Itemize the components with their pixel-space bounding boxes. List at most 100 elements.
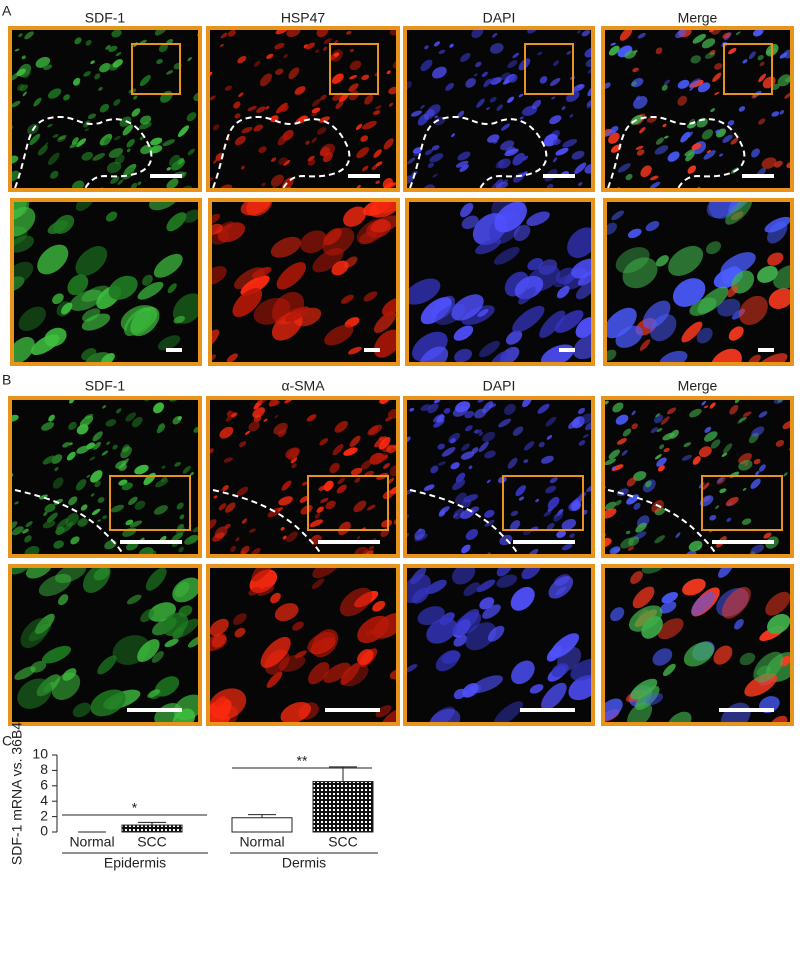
cell xyxy=(493,701,524,724)
cell xyxy=(486,107,491,110)
cell xyxy=(356,147,370,159)
cell xyxy=(214,526,228,539)
cell xyxy=(420,404,432,412)
cell xyxy=(434,115,439,118)
cell xyxy=(364,94,374,105)
cell xyxy=(160,476,168,483)
cell xyxy=(81,348,97,361)
cell xyxy=(339,587,373,617)
cell xyxy=(495,159,505,169)
cell xyxy=(582,434,589,439)
cell xyxy=(258,146,267,154)
cell xyxy=(461,215,479,230)
cell xyxy=(83,566,111,593)
cell xyxy=(54,467,59,472)
cell xyxy=(407,278,441,305)
cell xyxy=(348,83,359,92)
cell xyxy=(573,332,593,360)
cell xyxy=(101,450,109,456)
cell xyxy=(14,666,36,680)
cell xyxy=(575,317,593,338)
cell xyxy=(38,573,72,597)
cell xyxy=(134,500,146,510)
cell xyxy=(706,200,739,219)
cell xyxy=(156,59,163,65)
cell xyxy=(68,442,73,446)
cell xyxy=(375,705,392,718)
cell xyxy=(359,231,378,244)
cell xyxy=(103,137,111,146)
cell xyxy=(511,660,535,685)
cell xyxy=(463,582,480,597)
cell xyxy=(265,105,270,110)
cell xyxy=(632,67,639,73)
cell xyxy=(633,502,641,510)
cell xyxy=(521,171,528,177)
cell xyxy=(253,297,291,325)
cell xyxy=(82,308,101,322)
column-header: DAPI xyxy=(483,378,516,394)
cell xyxy=(779,110,785,115)
cell xyxy=(460,451,475,460)
cell xyxy=(612,466,617,470)
cell xyxy=(248,586,261,596)
significance-mark: * xyxy=(132,800,138,816)
cell xyxy=(617,488,629,497)
cell xyxy=(460,52,471,63)
cell xyxy=(172,708,196,724)
cell xyxy=(348,346,362,355)
cell xyxy=(621,449,628,456)
cell xyxy=(452,479,466,491)
cell xyxy=(238,92,244,97)
cell xyxy=(220,488,225,492)
cell xyxy=(545,485,557,494)
cell xyxy=(407,157,416,165)
cell xyxy=(266,53,274,59)
panel-border xyxy=(603,198,794,366)
cell xyxy=(270,592,281,604)
cell xyxy=(730,137,739,145)
cell xyxy=(382,177,393,189)
cell xyxy=(266,671,283,688)
cell xyxy=(677,79,690,89)
cell xyxy=(237,55,247,64)
cell xyxy=(316,28,329,38)
cell xyxy=(753,458,761,465)
cell xyxy=(389,464,398,477)
cell xyxy=(97,519,102,522)
micrographs: SDF-1 SDF-1 HSP47 α-SMA DAPI DAPI Merge Merge xyxy=(8,10,794,726)
cell xyxy=(632,586,655,609)
panel-border xyxy=(601,26,794,192)
cell xyxy=(608,449,620,460)
panel-border xyxy=(403,564,595,726)
cell xyxy=(767,221,788,244)
cell xyxy=(323,38,332,45)
cell xyxy=(331,260,349,276)
cell xyxy=(450,462,460,470)
cell xyxy=(343,206,367,227)
cell xyxy=(689,87,694,91)
cell xyxy=(80,504,88,511)
cell xyxy=(79,415,94,427)
cell xyxy=(751,148,760,158)
cell xyxy=(186,112,197,122)
cell xyxy=(290,457,298,464)
cell xyxy=(92,431,103,442)
cell xyxy=(697,286,729,314)
cell xyxy=(756,29,765,36)
cell xyxy=(233,101,241,109)
cell xyxy=(650,181,661,189)
x-tick-label: Normal xyxy=(239,834,284,850)
cell xyxy=(117,179,124,185)
cell xyxy=(305,42,315,50)
cell xyxy=(340,662,361,686)
cell xyxy=(275,68,284,75)
cell xyxy=(10,72,20,81)
cell xyxy=(130,182,138,190)
cell xyxy=(680,131,691,143)
micrograph xyxy=(605,200,792,364)
column-header: Merge xyxy=(678,10,718,26)
cell xyxy=(405,175,415,185)
cell xyxy=(735,31,741,36)
cell xyxy=(339,93,349,102)
